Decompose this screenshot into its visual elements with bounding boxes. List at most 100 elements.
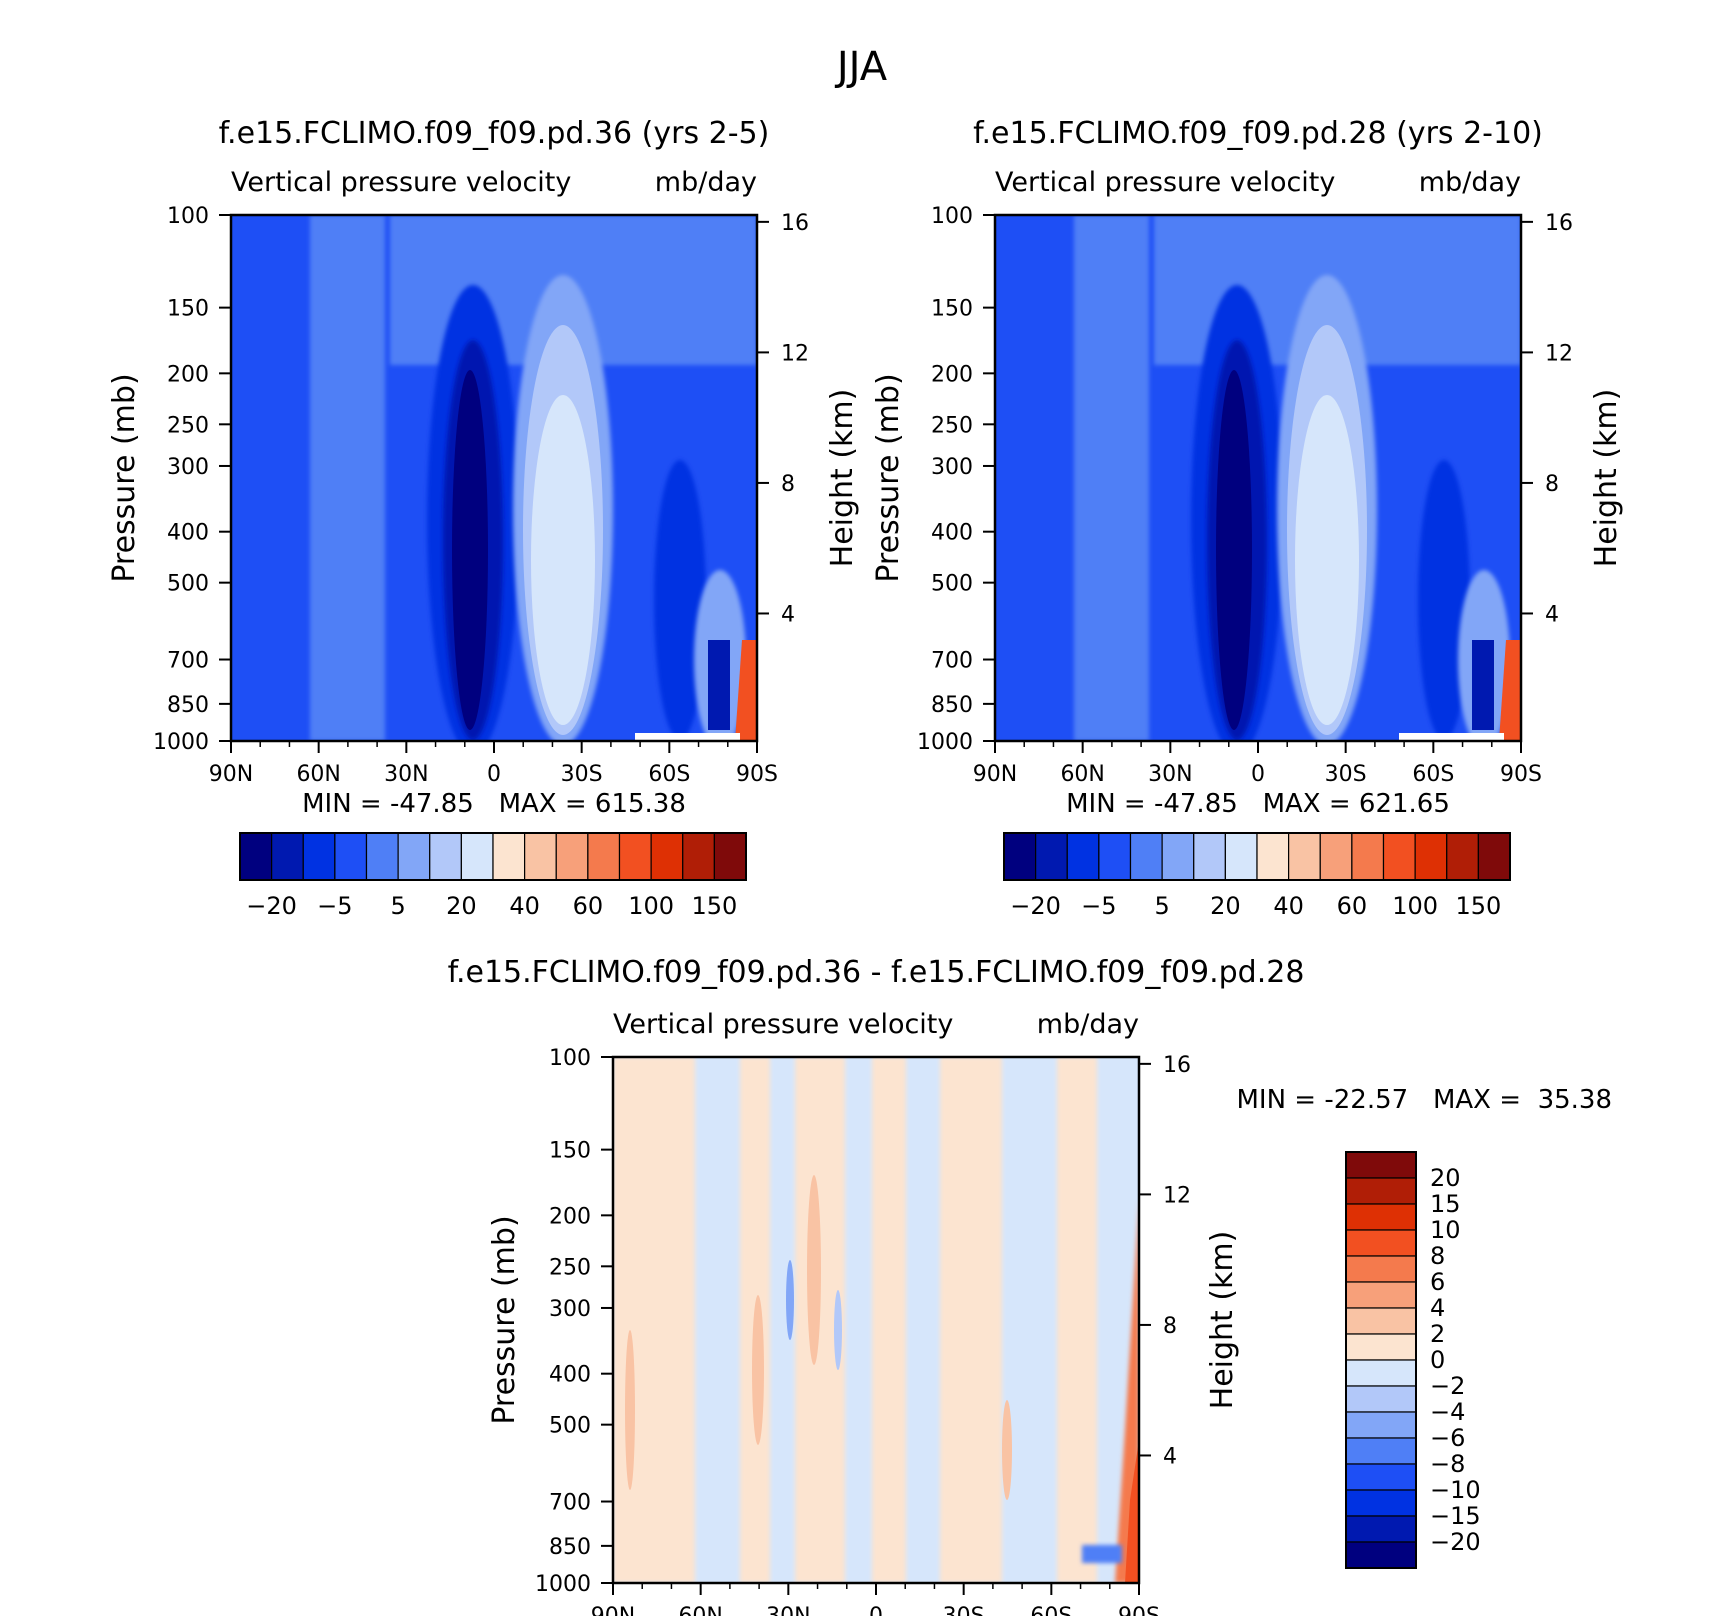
colorbar-swatch [1224,832,1258,881]
x-tick-label: 90S [736,762,778,787]
panel-subtitle-variable: Vertical pressure velocity [613,1009,953,1040]
y-tick-label: 1000 [153,730,209,755]
y-tick-label: 150 [167,297,209,322]
colorbar-label: 6 [1430,1268,1445,1296]
colorbar-swatch [302,832,336,881]
y-tick-label: 700 [931,649,973,674]
field-positive-band-eq [872,1057,906,1583]
colorbar-swatch [1345,1177,1417,1205]
field-antarctic-positive [735,640,757,741]
colorbar-label: −6 [1430,1424,1465,1452]
contour-field [231,215,757,741]
field-masked-orography [635,733,740,741]
colorbar-label: 20 [446,892,477,920]
colorbar-swatch [1345,1359,1417,1387]
colorbar-label: 10 [1430,1216,1461,1244]
colorbar-swatch [460,832,494,881]
colorbar-swatch [1345,1307,1417,1335]
field-stats: MIN = -22.57 MAX = 35.38 [1236,1085,1612,1115]
y-tick-label: 150 [549,1139,591,1164]
y-tick-label: 100 [549,1046,591,1071]
field-sh-ascent [654,460,706,740]
y2-tick-label: 8 [1545,472,1559,497]
colorbar-swatch [1477,832,1511,881]
colorbar-swatch [1193,832,1226,881]
x-tick-label: 90N [973,762,1017,787]
colorbar-swatch [429,832,462,881]
colorbar-swatch [1003,832,1037,881]
colorbar-frame [239,832,747,881]
colorbar-label: −20 [246,892,297,920]
y-tick-label: 200 [931,362,973,387]
panel-title: f.e15.FCLIMO.f09_f09.pd.36 (yrs 2-5) [219,116,770,151]
x-tick-label: 90S [1500,762,1542,787]
panel-subtitle-units: mb/day [1037,1009,1139,1040]
field-positive-band-30s [940,1057,1002,1583]
colorbar-label: −5 [317,892,352,920]
panel-difference: f.e15.FCLIMO.f09_f09.pd.36 - f.e15.FCLIM… [448,955,1612,1616]
colorbar-swatch [1345,1255,1417,1283]
colorbar-swatch [239,832,273,881]
y-tick-label: 500 [931,572,973,597]
y2-tick-label: 8 [1163,1314,1177,1339]
field-positive-core-50s [1002,1400,1012,1500]
colorbar [239,832,747,881]
x-tick-label: 30S [1325,762,1367,787]
field-antarctic-positive-core [1125,1440,1139,1583]
colorbar-swatch [1129,832,1163,881]
y2-tick-label: 16 [1545,211,1573,236]
colorbar-label: 15 [1430,1190,1461,1218]
y-tick-label: 200 [549,1204,591,1229]
y-tick-label: 250 [167,413,209,438]
contour-field [613,1057,1139,1583]
colorbar-swatch [1345,1385,1417,1413]
x-tick-label: 0 [487,762,501,787]
colorbar-labels: −20 −5 5 20 40 60 100 150 [1010,892,1501,920]
colorbar-label: −20 [1010,892,1061,920]
y-tick-label: 100 [931,204,973,229]
colorbar-label: 4 [1430,1294,1445,1322]
y-tick-label: 300 [549,1297,591,1322]
y-tick-label: 400 [549,1363,591,1388]
colorbar-label: 40 [1273,892,1304,920]
colorbar-label: 5 [390,892,405,920]
field-antarctic-core [1472,640,1494,730]
y-axis-label: Pressure (mb) [871,373,906,582]
colorbar-labels: −20 −5 5 20 40 60 100 150 [246,892,737,920]
colorbar-label: 2 [1430,1320,1445,1348]
x-tick-label: 30S [561,762,603,787]
y2-tick-label: 16 [781,211,809,236]
field-positive-core-40n [752,1295,764,1445]
y-tick-label: 300 [931,455,973,480]
x-tick-label: 0 [1251,762,1265,787]
x-tick-label: 0 [869,1604,883,1616]
y2-tick-label: 8 [781,472,795,497]
panel-title: f.e15.FCLIMO.f09_f09.pd.28 (yrs 2-10) [973,116,1543,151]
y-tick-label: 850 [167,693,209,718]
colorbar-swatch [334,832,368,881]
y-tick-label: 700 [167,649,209,674]
colorbar [1345,1151,1417,1569]
x-tick-label: 30N [384,762,428,787]
colorbar-swatch [271,832,304,881]
colorbar-swatch [1319,832,1353,881]
x-tick-label: 60N [1060,762,1104,787]
colorbar-label: −20 [1430,1528,1481,1556]
colorbar-label: 20 [1430,1164,1461,1192]
field-positive-band-90n [613,1057,695,1583]
y-axis-label: Pressure (mb) [107,373,142,582]
x-tick-label: 60S [1412,762,1454,787]
y-tick-label: 200 [167,362,209,387]
field-positive-core-20n [807,1175,821,1365]
colorbar-label: 60 [1337,892,1368,920]
y2-tick-label: 12 [781,341,809,366]
colorbar-swatch [1345,1463,1417,1491]
field-masked-orography [1399,733,1504,741]
y-tick-label: 500 [167,572,209,597]
y-tick-label: 700 [549,1491,591,1516]
colorbar-swatch [1256,832,1290,881]
colorbar-swatch [1098,832,1132,881]
colorbar-swatch [618,832,652,881]
colorbar-label: 0 [1430,1346,1445,1374]
